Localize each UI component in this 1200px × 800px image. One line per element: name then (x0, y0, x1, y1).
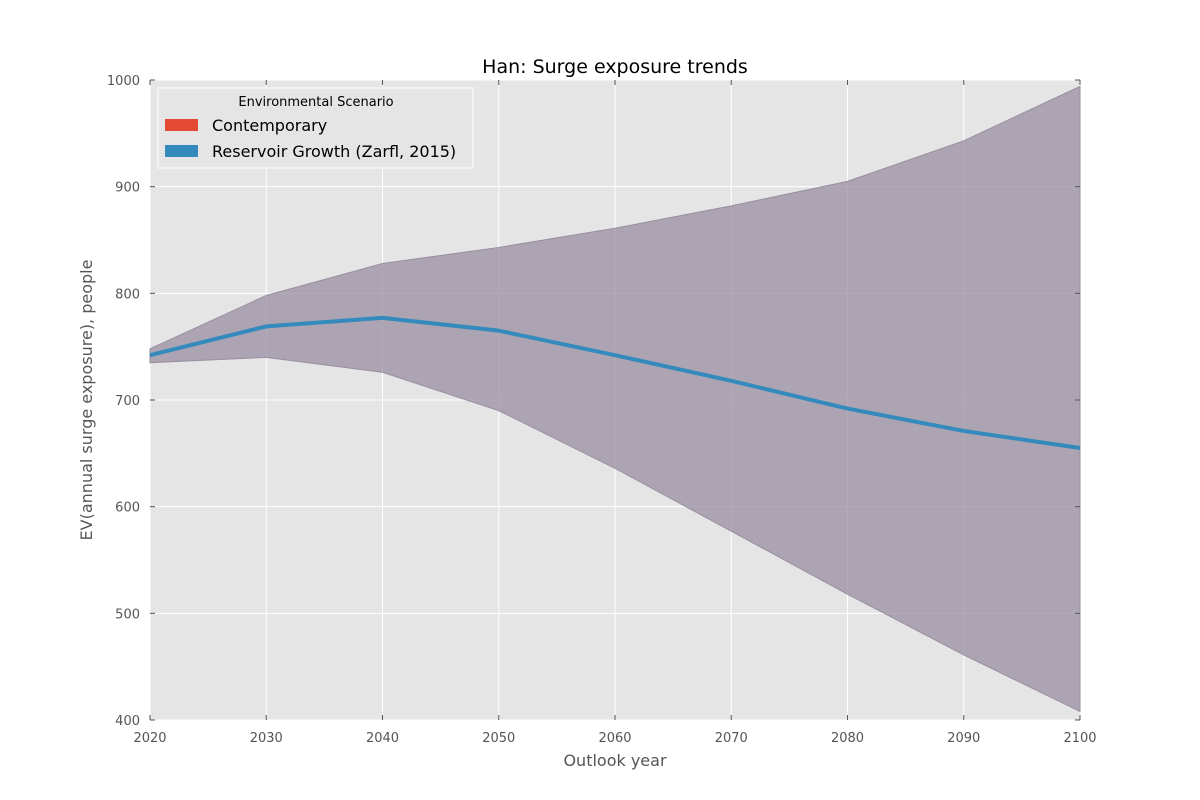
x-tick-label: 2080 (831, 731, 864, 746)
axis-ticks (149, 79, 1081, 721)
legend: Environmental Scenario Contemporary Rese… (157, 87, 474, 169)
y-axis-title: EV(annual surge exposure), people (77, 260, 96, 541)
legend-title: Environmental Scenario (238, 95, 393, 110)
legend-label-contemporary: Contemporary (212, 116, 327, 135)
chart-title: Han: Surge exposure trends (482, 56, 748, 78)
x-tick-label: 2070 (715, 731, 748, 746)
x-tick-label: 2020 (133, 731, 166, 746)
legend-swatch-contemporary (165, 119, 198, 131)
y-tick-label: 400 (115, 714, 140, 729)
series-band (149, 85, 1081, 713)
y-tick-label: 1000 (107, 74, 140, 89)
y-tick-label: 600 (115, 501, 140, 516)
y-tick-label: 500 (115, 607, 140, 622)
y-tick-label: 800 (115, 287, 140, 302)
x-tick-label: 2100 (1063, 731, 1096, 746)
uncertainty-band (149, 85, 1081, 713)
series-line (149, 315, 1081, 450)
x-tick-label: 2030 (250, 731, 283, 746)
x-tick-label: 2060 (598, 731, 631, 746)
x-tick-label: 2050 (482, 731, 515, 746)
legend-swatch-reservoir-growth (165, 145, 198, 157)
x-axis-title: Outlook year (563, 751, 667, 770)
legend-label-reservoir-growth: Reservoir Growth (Zarfl, 2015) (212, 142, 456, 161)
y-tick-label: 700 (115, 394, 140, 409)
series-lines (149, 315, 1081, 450)
x-tick-label: 2090 (947, 731, 980, 746)
y-tick-label: 900 (115, 181, 140, 196)
x-tick-label: 2040 (366, 731, 399, 746)
tick-labels: 2020 2030 2040 2050 2060 2070 2080 2090 2100 400 5… (107, 74, 1097, 746)
legend-box (157, 87, 474, 169)
